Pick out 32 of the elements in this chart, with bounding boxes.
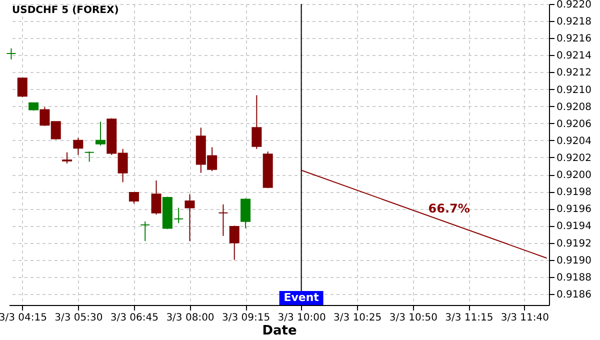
y-tick-label: 0.9204	[556, 136, 592, 147]
y-tick-label: 0.9186	[556, 289, 592, 300]
y-tick-label: 0.9206	[556, 118, 592, 130]
x-tick-label: 3/3 04:15	[0, 312, 47, 324]
x-tick-label: 3/3 10:25	[334, 312, 382, 324]
y-tick-label: 0.9218	[556, 16, 592, 28]
x-tick-label: 3/3 11:40	[500, 312, 549, 324]
x-tick-label: 3/3 11:15	[445, 312, 494, 324]
y-tick-label: 0.9192	[556, 238, 592, 250]
x-axis-title: Date	[262, 324, 297, 338]
y-tick-label: 0.9194	[556, 221, 592, 232]
y-tick-label: 0.9210	[556, 84, 592, 96]
x-tick-label: 3/3 08:00	[166, 312, 214, 324]
y-tick-label: 0.9214	[556, 50, 592, 62]
x-tick-label: 3/3 05:30	[54, 312, 103, 324]
y-tick-label: 0.9200	[556, 170, 592, 182]
y-tick-label: 0.9198	[556, 187, 592, 198]
y-tick-label: 0.9212	[556, 68, 592, 79]
y-tick-label: 0.9190	[556, 255, 592, 266]
y-tick-label: 0.9208	[556, 102, 592, 113]
ref-line-label: Event	[284, 291, 319, 304]
x-tick-label: 3/3 10:00	[278, 312, 326, 324]
x-tick-label: 3/3 10:50	[389, 312, 438, 324]
x-tick-label: 3/3 09:15	[222, 312, 270, 324]
annotation: 66.7%	[428, 202, 470, 216]
x-tick-label: 3/3 06:45	[110, 312, 159, 324]
y-tick-label: 0.9202	[556, 152, 592, 164]
y-tick-label: 0.9216	[556, 34, 592, 45]
y-tick-label: 0.9188	[556, 272, 592, 284]
y-tick-label: 0.9220	[556, 0, 592, 10]
y-tick-label: 0.9196	[556, 204, 592, 216]
chart-title: USDCHF 5 (FOREX)	[12, 5, 119, 16]
